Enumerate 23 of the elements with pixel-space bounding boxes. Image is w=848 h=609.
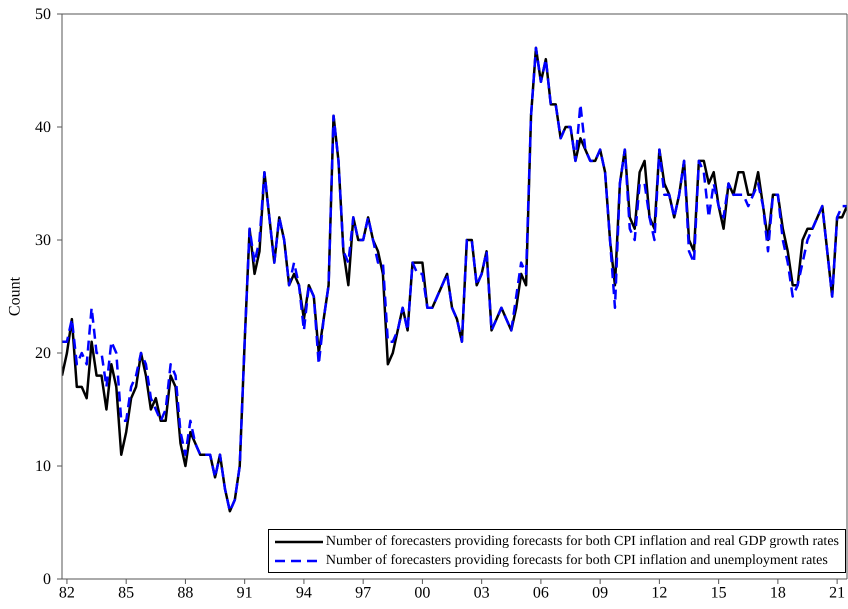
y-tick-label: 50	[35, 6, 51, 23]
x-tick-label: 97	[355, 584, 372, 602]
y-tick-label: 10	[35, 458, 51, 475]
x-tick-label: 15	[710, 584, 727, 602]
x-tick-label: 18	[770, 584, 786, 602]
x-tick-label: 03	[474, 584, 490, 602]
x-tick-label: 85	[118, 584, 134, 602]
y-tick-label: 40	[35, 119, 51, 136]
x-tick-label: 88	[177, 584, 194, 602]
x-tick-label: 82	[58, 584, 75, 602]
x-tick-label: 94	[296, 584, 312, 602]
x-tick-label: 00	[414, 584, 430, 602]
y-tick-label: 20	[35, 345, 51, 362]
legend-label: Number of forecasters providing forecasts for both CPI inflation and unemployment rates	[326, 552, 828, 570]
legend-label: Number of forecasters providing forecasts for both CPI inflation and real GDP growth rates	[326, 533, 839, 551]
x-tick-label: 21	[829, 584, 846, 602]
x-tick-label: 06	[532, 584, 549, 602]
x-tick-label: 91	[236, 584, 253, 602]
y-axis-title: Count	[6, 276, 24, 316]
x-tick-label: 12	[651, 584, 668, 602]
y-tick-label: 0	[43, 571, 51, 588]
y-tick-label: 30	[35, 232, 51, 249]
x-tick-label: 09	[592, 584, 608, 602]
